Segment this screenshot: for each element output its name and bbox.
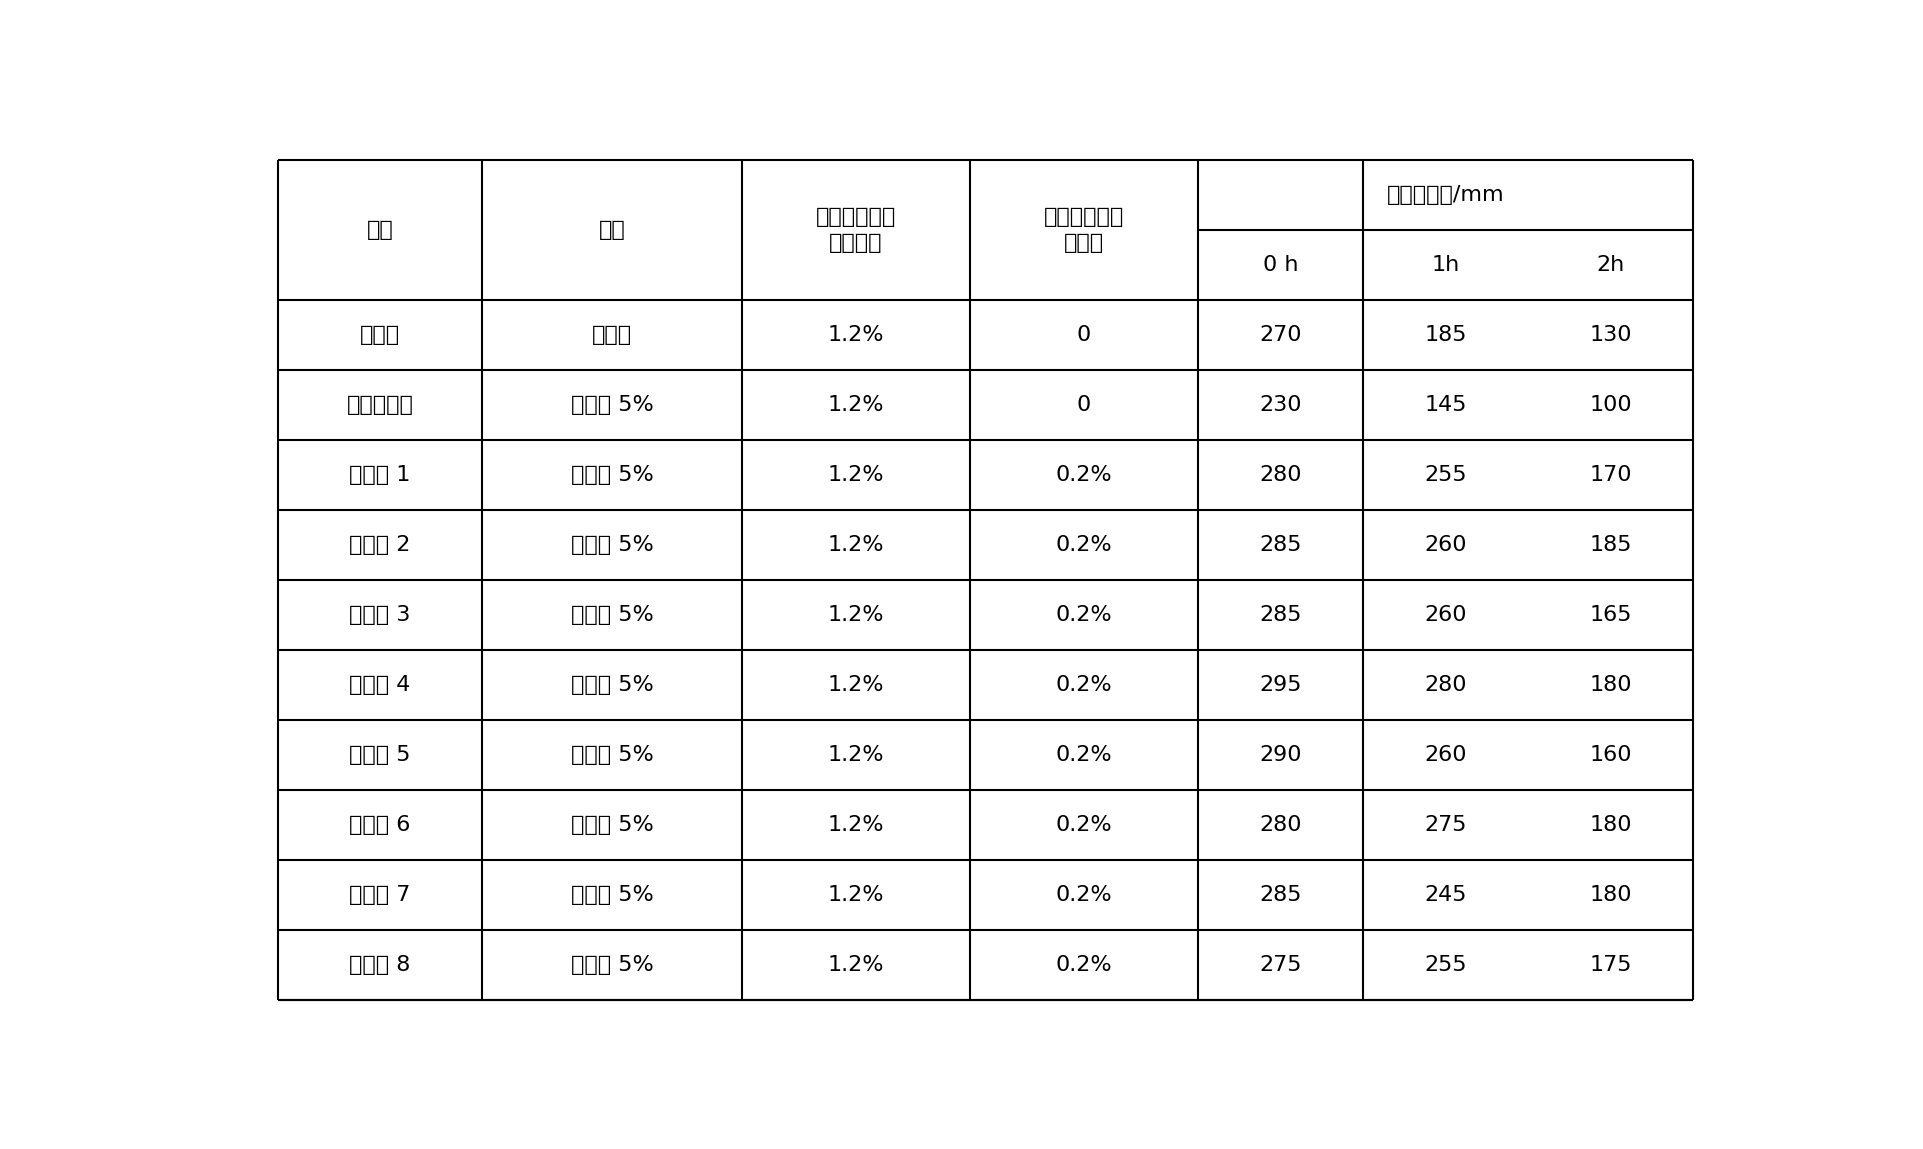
Text: 聚羧酸减水剂
母液掺量: 聚羧酸减水剂 母液掺量 [815,207,896,253]
Text: 185: 185 [1425,325,1467,345]
Text: 0.2%: 0.2% [1056,606,1111,625]
Text: 130: 130 [1590,325,1633,345]
Text: 1.2%: 1.2% [827,325,885,345]
Text: 掺泥量 5%: 掺泥量 5% [571,606,654,625]
Text: 180: 180 [1590,816,1633,835]
Text: 掺泥量 5%: 掺泥量 5% [571,395,654,415]
Text: 掺泥量 5%: 掺泥量 5% [571,676,654,695]
Text: 1.2%: 1.2% [827,676,885,695]
Text: 实施例 6: 实施例 6 [350,816,412,835]
Text: 未掺泥: 未掺泥 [592,325,633,345]
Text: 实施例 1: 实施例 1 [350,465,412,485]
Text: 1h: 1h [1431,255,1460,275]
Text: 实施例 2: 实施例 2 [350,535,412,555]
Text: 280: 280 [1425,676,1467,695]
Text: 145: 145 [1425,395,1467,415]
Text: 0.2%: 0.2% [1056,816,1111,835]
Text: 260: 260 [1425,535,1467,555]
Text: 100: 100 [1590,395,1633,415]
Text: 290: 290 [1260,746,1302,765]
Text: 280: 280 [1260,816,1302,835]
Text: 复合泥土吸附
剂掺量: 复合泥土吸附 剂掺量 [1044,207,1123,253]
Text: 砂浆流动度/mm: 砂浆流动度/mm [1386,185,1504,205]
Text: 285: 285 [1260,535,1302,555]
Text: 实施例 7: 实施例 7 [350,886,412,905]
Text: 180: 180 [1590,886,1633,905]
Text: 基准组: 基准组 [360,325,400,345]
Text: 序号: 序号 [367,221,394,240]
Text: 组别: 组别 [598,221,625,240]
Text: 0.2%: 0.2% [1056,746,1111,765]
Text: 1.2%: 1.2% [827,816,885,835]
Text: 掺泥基准组: 掺泥基准组 [346,395,413,415]
Text: 0 h: 0 h [1263,255,1298,275]
Text: 0.2%: 0.2% [1056,535,1111,555]
Text: 170: 170 [1590,465,1633,485]
Text: 0.2%: 0.2% [1056,956,1111,976]
Text: 1.2%: 1.2% [827,886,885,905]
Text: 165: 165 [1590,606,1633,625]
Text: 1.2%: 1.2% [827,535,885,555]
Text: 2h: 2h [1596,255,1625,275]
Text: 230: 230 [1260,395,1302,415]
Text: 1.2%: 1.2% [827,956,885,976]
Text: 实施例 8: 实施例 8 [350,956,412,976]
Text: 160: 160 [1590,746,1633,765]
Text: 0.2%: 0.2% [1056,676,1111,695]
Text: 270: 270 [1260,325,1302,345]
Text: 285: 285 [1260,886,1302,905]
Text: 0: 0 [1077,395,1090,415]
Text: 260: 260 [1425,746,1467,765]
Text: 掺泥量 5%: 掺泥量 5% [571,465,654,485]
Text: 1.2%: 1.2% [827,465,885,485]
Text: 275: 275 [1260,956,1302,976]
Text: 0.2%: 0.2% [1056,886,1111,905]
Text: 实施例 4: 实施例 4 [350,676,412,695]
Text: 180: 180 [1590,676,1633,695]
Text: 275: 275 [1425,816,1467,835]
Text: 295: 295 [1260,676,1302,695]
Text: 260: 260 [1425,606,1467,625]
Text: 实施例 5: 实施例 5 [350,746,412,765]
Text: 掺泥量 5%: 掺泥量 5% [571,746,654,765]
Text: 1.2%: 1.2% [827,746,885,765]
Text: 255: 255 [1425,956,1467,976]
Text: 掺泥量 5%: 掺泥量 5% [571,816,654,835]
Text: 0: 0 [1077,325,1090,345]
Text: 0.2%: 0.2% [1056,465,1111,485]
Text: 285: 285 [1260,606,1302,625]
Text: 255: 255 [1425,465,1467,485]
Text: 掺泥量 5%: 掺泥量 5% [571,886,654,905]
Text: 245: 245 [1425,886,1467,905]
Text: 1.2%: 1.2% [827,395,885,415]
Text: 280: 280 [1260,465,1302,485]
Text: 掺泥量 5%: 掺泥量 5% [571,956,654,976]
Text: 185: 185 [1590,535,1633,555]
Text: 实施例 3: 实施例 3 [350,606,412,625]
Text: 175: 175 [1590,956,1633,976]
Text: 掺泥量 5%: 掺泥量 5% [571,535,654,555]
Text: 1.2%: 1.2% [827,606,885,625]
